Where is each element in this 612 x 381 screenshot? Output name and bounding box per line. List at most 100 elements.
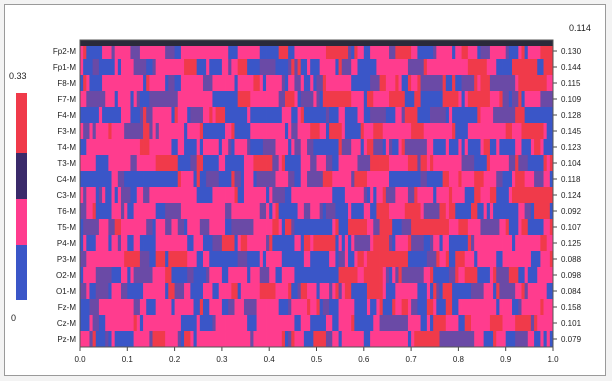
heatmap-cell	[534, 283, 538, 300]
heatmap-cell	[95, 219, 100, 236]
heatmap-cell	[278, 59, 283, 76]
heatmap-cell	[546, 251, 551, 268]
heatmap-cell	[215, 187, 220, 204]
heatmap-cell	[398, 155, 403, 172]
heatmap-cell	[486, 331, 491, 348]
heatmap-cell	[83, 331, 87, 348]
heatmap-cell	[98, 331, 103, 348]
heatmap-cell	[86, 155, 90, 172]
heatmap-cell	[95, 139, 100, 156]
heatmap-cell	[461, 235, 466, 252]
heatmap-cell	[146, 219, 150, 236]
heatmap-cell	[486, 283, 491, 300]
heatmap-cell	[401, 171, 406, 188]
heatmap-cell	[269, 299, 273, 316]
heatmap-cell	[389, 155, 393, 172]
heatmap-cell	[351, 267, 355, 284]
heatmap-cell	[120, 299, 125, 316]
heatmap-cell	[284, 219, 289, 236]
heatmap-cell	[549, 155, 554, 172]
heatmap-cell	[521, 267, 526, 284]
heatmap-cell	[313, 139, 317, 156]
heatmap-cell	[420, 219, 425, 236]
heatmap-cell	[215, 267, 220, 284]
heatmap-cell	[338, 219, 343, 236]
heatmap-cell	[325, 203, 330, 220]
heatmap-cell	[105, 267, 109, 284]
heatmap-cell	[152, 267, 157, 284]
heatmap-cell	[275, 187, 280, 204]
heatmap-cell	[231, 331, 235, 348]
heatmap-cell	[294, 91, 298, 108]
heatmap-cell	[281, 315, 286, 332]
heatmap-cell	[385, 331, 390, 348]
heatmap-cell	[518, 171, 522, 188]
heatmap-cell	[354, 235, 358, 252]
heatmap-cell	[209, 59, 213, 76]
heatmap-cell	[508, 171, 513, 188]
heatmap-cell	[234, 203, 239, 220]
heatmap-cell	[389, 91, 393, 108]
heatmap-cell	[284, 155, 289, 172]
heatmap-cell	[515, 171, 519, 188]
heatmap-cell	[92, 299, 97, 316]
heatmap-cell	[303, 187, 308, 204]
heatmap-cell	[417, 203, 421, 220]
heatmap-cell	[165, 283, 169, 300]
heatmap-cell	[247, 235, 251, 252]
heatmap-cell	[281, 299, 286, 316]
heatmap-cell	[496, 219, 500, 236]
heatmap-cell	[193, 43, 198, 60]
heatmap-cell	[184, 139, 188, 156]
heatmap-cell	[499, 203, 503, 220]
heatmap-cell	[190, 91, 194, 108]
heatmap-cell	[477, 139, 481, 156]
heatmap-cell	[288, 283, 292, 300]
heatmap-cell	[161, 43, 166, 60]
heatmap-cell	[515, 107, 519, 124]
heatmap-cell	[543, 299, 548, 316]
heatmap-cell	[360, 251, 365, 268]
heatmap-cell	[193, 107, 198, 124]
heatmap-cell	[530, 219, 535, 236]
heatmap-cell	[294, 331, 298, 348]
heatmap-cell	[502, 219, 507, 236]
heatmap-cell	[300, 283, 305, 300]
heatmap-cell	[420, 299, 425, 316]
heatmap-cell	[168, 123, 172, 140]
heatmap-cell	[354, 123, 358, 140]
heatmap-cell	[193, 155, 198, 172]
row-label: Fp2-M	[53, 47, 76, 56]
heatmap-cell	[231, 75, 235, 92]
heatmap-cell	[297, 123, 302, 140]
heatmap-cell	[250, 75, 254, 92]
heatmap-cell	[458, 139, 462, 156]
heatmap-cell	[228, 251, 232, 268]
heatmap-cell	[344, 123, 349, 140]
heatmap-cell	[300, 315, 305, 332]
heatmap-cell	[139, 283, 144, 300]
heatmap-cell	[114, 267, 119, 284]
heatmap-cell	[480, 187, 485, 204]
heatmap-cell	[319, 75, 324, 92]
heatmap-cell	[193, 283, 198, 300]
heatmap-cell	[143, 123, 147, 140]
heatmap-cell	[95, 315, 100, 332]
heatmap-cell	[499, 75, 503, 92]
heatmap-cell	[354, 203, 358, 220]
heatmap-cell	[294, 187, 298, 204]
heatmap-cell	[291, 107, 295, 124]
heatmap-cell	[180, 171, 185, 188]
heatmap-cell	[401, 123, 406, 140]
heatmap-cell	[243, 267, 248, 284]
heatmap-cell	[486, 139, 491, 156]
heatmap-cell	[199, 123, 204, 140]
heatmap-cell	[329, 123, 333, 140]
heatmap-cell	[269, 171, 273, 188]
heatmap-cell	[512, 107, 516, 124]
heatmap-cell	[426, 59, 431, 76]
heatmap-cell	[360, 219, 365, 236]
heatmap-cell	[86, 171, 90, 188]
heatmap-cell	[496, 107, 500, 124]
heatmap-cell	[483, 139, 488, 156]
